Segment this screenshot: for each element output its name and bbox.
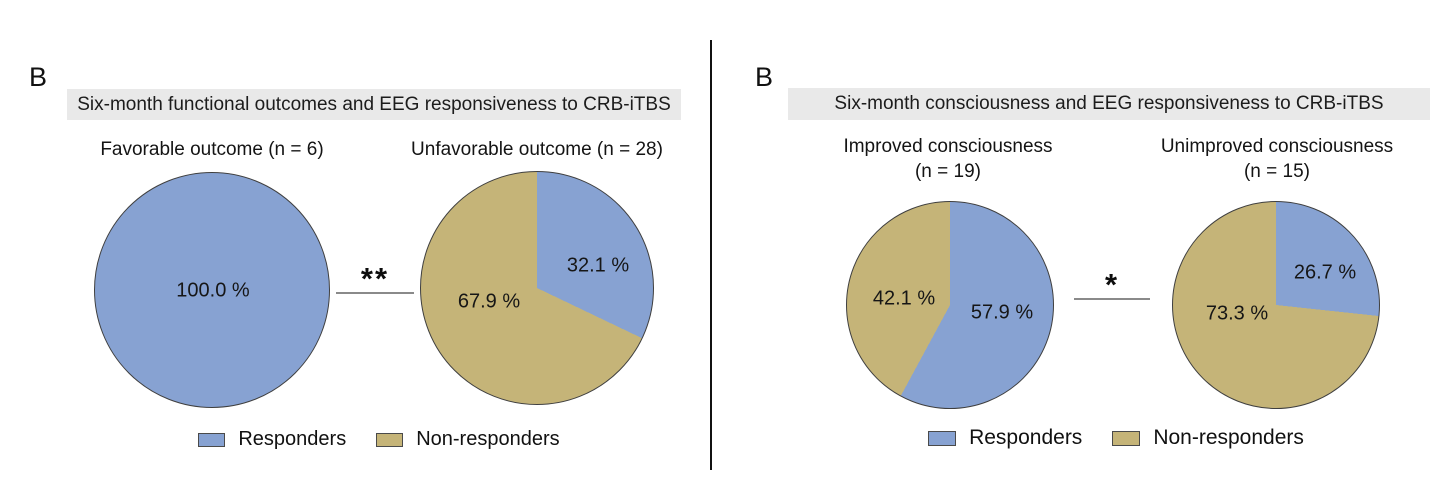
pie-subtitle-improved: Improved consciousness (n = 19) (788, 134, 1108, 184)
slice-label-responders: 100.0 % (176, 279, 250, 302)
legend-label: Responders (969, 426, 1083, 449)
panel-label: B (29, 62, 48, 92)
slice-label-responders: 57.9 % (970, 301, 1034, 324)
panel-label: B (755, 62, 774, 92)
legend-item-responders: Responders (928, 426, 1082, 450)
significance-line (336, 292, 414, 294)
non-responders-swatch-icon (376, 432, 404, 447)
legend-item-responders: Responders (198, 428, 346, 451)
legend-label: Responders (238, 428, 347, 450)
pie-chart-unimproved-consciousness: 26.7 % 73.3 % (1172, 201, 1380, 409)
responders-swatch-icon (928, 430, 957, 446)
subtitle-line-1: Improved consciousness (843, 136, 1053, 157)
pie-chart-favorable-outcome: 100.0 % (94, 172, 330, 408)
legend-label: Non-responders (416, 428, 560, 450)
significance-stars: * (1104, 267, 1120, 302)
pie-subtitle-unfavorable: Unfavorable outcome (n = 28) (411, 139, 663, 160)
legend-label: Non-responders (1153, 426, 1304, 449)
legend: Responders Non-responders (846, 426, 1386, 450)
non-responders-swatch-icon (1112, 430, 1141, 446)
legend-item-non-responders: Non-responders (376, 428, 560, 451)
significance-stars: ** (360, 261, 390, 296)
pie-chart-unfavorable-outcome: 32.1 % 67.9 % (420, 171, 654, 405)
subtitle-line-2: (n = 19) (914, 161, 981, 182)
legend-item-non-responders: Non-responders (1112, 426, 1304, 450)
significance-marker: * (1074, 267, 1150, 302)
slice-label-responders: 32.1 % (566, 254, 630, 277)
subtitle-line-1: Unimproved consciousness (1160, 136, 1394, 157)
pie-subtitle-unimproved: Unimproved consciousness (n = 15) (1117, 134, 1437, 184)
panel-title: Six-month functional outcomes and EEG re… (67, 89, 681, 120)
responders-swatch-icon (198, 432, 226, 447)
slice-label-responders: 26.7 % (1293, 261, 1357, 284)
significance-marker: ** (336, 261, 414, 296)
pie-subtitle-favorable: Favorable outcome (n = 6) (100, 139, 324, 160)
pie-chart-improved-consciousness: 42.1 % 57.9 % (846, 201, 1054, 409)
legend: Responders Non-responders (94, 428, 664, 451)
subtitle-line-2: (n = 15) (1243, 161, 1310, 182)
slice-label-non-responders: 42.1 % (872, 287, 936, 310)
significance-line (1074, 298, 1150, 300)
panel-divider (710, 40, 712, 470)
panel-title: Six-month consciousness and EEG responsi… (788, 88, 1430, 120)
slice-label-non-responders: 67.9 % (457, 290, 521, 313)
slice-label-non-responders: 73.3 % (1205, 302, 1269, 325)
